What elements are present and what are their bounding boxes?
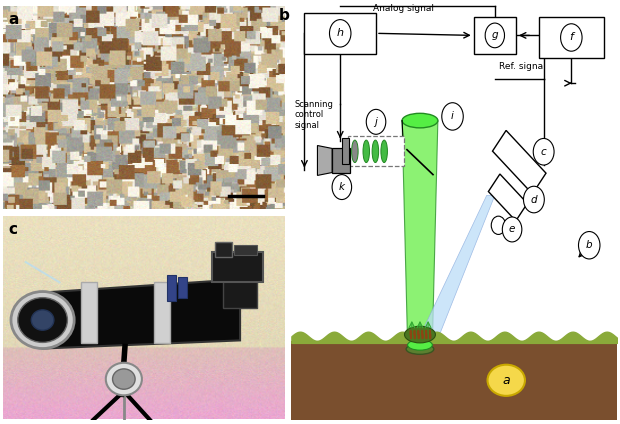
Circle shape [366, 109, 386, 134]
Circle shape [329, 20, 351, 47]
Bar [223, 279, 257, 308]
Circle shape [492, 218, 504, 233]
Polygon shape [492, 131, 546, 194]
Text: j: j [374, 117, 378, 127]
Bar [215, 242, 232, 257]
Text: b: b [278, 8, 290, 23]
Circle shape [106, 363, 142, 395]
Text: h: h [337, 28, 343, 38]
Ellipse shape [381, 140, 388, 162]
Ellipse shape [402, 113, 438, 128]
Text: g: g [492, 31, 498, 40]
Circle shape [491, 216, 505, 234]
Circle shape [18, 298, 68, 343]
Circle shape [485, 23, 505, 48]
Text: f: f [569, 33, 574, 42]
Text: i: i [451, 112, 454, 121]
Text: d: d [531, 195, 537, 204]
Text: c: c [9, 222, 18, 237]
Text: a: a [9, 12, 19, 28]
Bar [348, 137, 404, 166]
Circle shape [578, 232, 600, 259]
Ellipse shape [487, 365, 525, 396]
Circle shape [560, 24, 582, 51]
Text: a: a [502, 374, 510, 387]
Polygon shape [489, 174, 528, 221]
Text: Scanning
control
signal: Scanning control signal [294, 100, 334, 130]
Ellipse shape [407, 340, 432, 350]
Circle shape [442, 103, 463, 130]
Bar [332, 148, 350, 173]
Ellipse shape [363, 140, 370, 162]
Circle shape [533, 139, 554, 165]
Bar [81, 282, 97, 343]
Bar [234, 245, 257, 255]
Bar [539, 17, 604, 58]
Bar [474, 17, 516, 54]
Text: Analog signal: Analog signal [373, 3, 434, 13]
Ellipse shape [404, 326, 435, 343]
Bar [291, 341, 617, 420]
Circle shape [11, 292, 74, 349]
Circle shape [523, 186, 544, 213]
Polygon shape [317, 145, 332, 176]
Bar [178, 277, 187, 298]
Bar [342, 139, 349, 164]
Circle shape [31, 310, 54, 330]
Ellipse shape [406, 344, 434, 354]
Text: b: b [586, 240, 593, 250]
Polygon shape [417, 195, 495, 343]
Bar [304, 13, 376, 54]
Text: e: e [509, 224, 515, 234]
Ellipse shape [352, 140, 358, 162]
Bar [154, 282, 170, 343]
Text: k: k [339, 182, 345, 192]
Polygon shape [402, 120, 438, 345]
Circle shape [332, 175, 352, 200]
Text: Ref. signal: Ref. signal [499, 62, 546, 71]
Bar [167, 275, 175, 301]
Circle shape [113, 369, 135, 389]
Bar [212, 252, 263, 282]
Ellipse shape [372, 140, 379, 162]
Text: c: c [541, 147, 547, 157]
Circle shape [502, 217, 522, 242]
Polygon shape [43, 279, 240, 349]
